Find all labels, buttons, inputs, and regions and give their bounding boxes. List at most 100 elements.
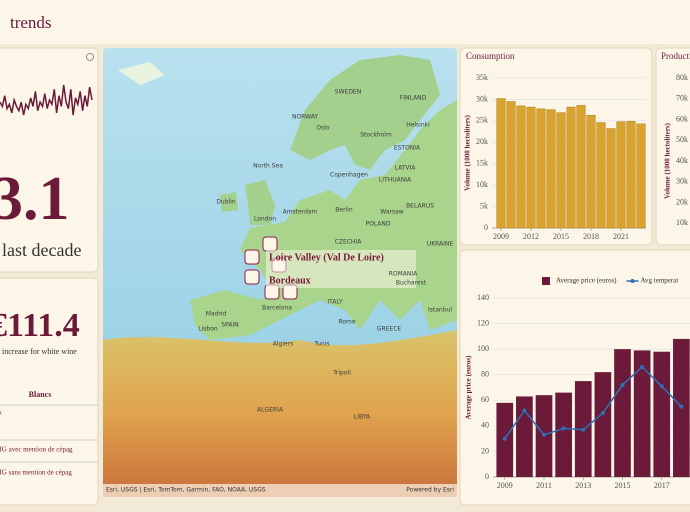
- map-label: Algiers: [273, 341, 294, 348]
- bar: [636, 123, 646, 229]
- y-tick-label: 70k: [676, 94, 688, 103]
- legend-label: Avg temperat: [641, 277, 679, 285]
- y-tick-label: 25k: [476, 116, 488, 125]
- bar: [516, 105, 526, 229]
- line-point: [600, 411, 605, 416]
- y-tick-label: 100: [477, 344, 489, 353]
- line-point: [679, 404, 684, 409]
- y-tick-label: 30k: [476, 94, 488, 103]
- map-label: BELARUS: [406, 203, 434, 210]
- y-tick-label: 20k: [676, 197, 688, 206]
- bar: [546, 109, 556, 229]
- legend-swatch: [630, 279, 635, 283]
- x-tick-label: 2017: [654, 481, 670, 490]
- map-label: Rome: [338, 319, 355, 326]
- legend-swatch: [542, 277, 550, 285]
- marker-label-bg: [266, 250, 416, 288]
- map-label: Stockholm: [360, 132, 392, 139]
- bar: [566, 106, 576, 229]
- kpi-card: [0, 47, 99, 273]
- y-tick-label: 80: [481, 370, 489, 379]
- map-label: ALGERIA: [257, 407, 284, 414]
- header-bar: [0, 0, 690, 44]
- y-tick-label: 50k: [676, 135, 688, 144]
- map-label: London: [254, 216, 276, 223]
- table-row: s IG sans mention de cépag: [0, 469, 72, 477]
- x-tick-label: 2021: [613, 232, 629, 241]
- map-label: ITALY: [327, 299, 343, 306]
- y-tick-label: 15k: [476, 159, 488, 168]
- bar: [633, 350, 651, 477]
- bar: [596, 122, 606, 229]
- table-row: s IG avec mention de cépag: [0, 446, 73, 454]
- y-tick-label: 10k: [476, 180, 488, 189]
- series-line: [504, 365, 682, 440]
- map-svalbard: [118, 62, 165, 85]
- map-label: LIBYA: [354, 414, 371, 421]
- y-axis-label: Volume (1000 hectoliters): [664, 122, 672, 199]
- x-tick-label: 2009: [497, 481, 513, 490]
- y-tick-label: 0: [484, 223, 488, 232]
- kpi-value: 3.1: [0, 165, 70, 233]
- map-label: Copenhagen: [330, 172, 368, 179]
- x-tick-label: 2015: [615, 481, 631, 490]
- map-label: Madrid: [206, 311, 227, 318]
- kpi2-caption: increase for white wine: [2, 347, 77, 356]
- y-tick-label: 60k: [676, 114, 688, 123]
- line-point: [581, 427, 586, 432]
- map-scandinavia: [290, 55, 440, 170]
- info-icon[interactable]: [86, 53, 94, 61]
- line-point: [542, 432, 547, 437]
- bar: [594, 372, 612, 477]
- map-label: SWEDEN: [335, 89, 361, 96]
- marker-label[interactable]: Bordeaux: [269, 275, 311, 286]
- map-label: POLAND: [365, 221, 390, 228]
- bar: [506, 101, 516, 229]
- x-tick-label: 2013: [575, 481, 591, 490]
- y-tick-label: 80k: [676, 73, 688, 82]
- marker-label[interactable]: Loire Valley (Val De Loire): [269, 252, 384, 263]
- line-point: [659, 384, 664, 389]
- map[interactable]: Loire Valley (Val De Loire) Bordeaux Esr…: [103, 48, 457, 497]
- bar: [555, 392, 572, 477]
- y-tick-label: 0: [485, 472, 489, 481]
- y-tick-label: 35k: [476, 73, 488, 82]
- bar: [496, 98, 506, 229]
- y-tick-label: 20k: [476, 137, 488, 146]
- map-ireland: [220, 192, 238, 212]
- table-row: o: [0, 409, 2, 417]
- map-label: NORWAY: [292, 114, 318, 121]
- bar: [586, 114, 596, 229]
- y-tick-label: 20: [481, 446, 489, 455]
- kpi-caption: last decade: [2, 240, 81, 260]
- map-africa: [103, 330, 457, 497]
- kpi2-card: [0, 277, 99, 506]
- y-tick-label: 120: [477, 318, 489, 327]
- bar: [653, 351, 671, 477]
- x-tick-label: 2018: [583, 232, 599, 241]
- x-tick-label: 2015: [553, 232, 569, 241]
- bar: [556, 112, 566, 229]
- y-tick-label: 5k: [480, 201, 488, 210]
- bar: [536, 108, 546, 229]
- map-powered: Powered by Esri: [406, 487, 454, 494]
- y-tick-label: 40k: [676, 156, 688, 165]
- y-axis-label: Average price (euros): [465, 355, 473, 420]
- kpi2-value: €111.4: [0, 307, 80, 344]
- sparkline: [0, 84, 93, 116]
- y-tick-label: 140: [477, 293, 489, 302]
- map-label: Barcelona: [262, 305, 292, 312]
- map-label: Berlin: [335, 207, 353, 214]
- map-label: SPAIN: [221, 322, 238, 329]
- bar: [576, 105, 586, 229]
- map-label: UKRAINE: [427, 241, 454, 248]
- legend-label: Average price (euros): [556, 277, 617, 285]
- chart-title: Consumption: [466, 51, 515, 61]
- map-label: North Sea: [253, 163, 283, 170]
- map-label: Warsaw: [380, 209, 403, 216]
- map-britain: [245, 180, 275, 225]
- map-label: Tripoli: [332, 370, 351, 377]
- y-tick-label: 10k: [676, 218, 688, 227]
